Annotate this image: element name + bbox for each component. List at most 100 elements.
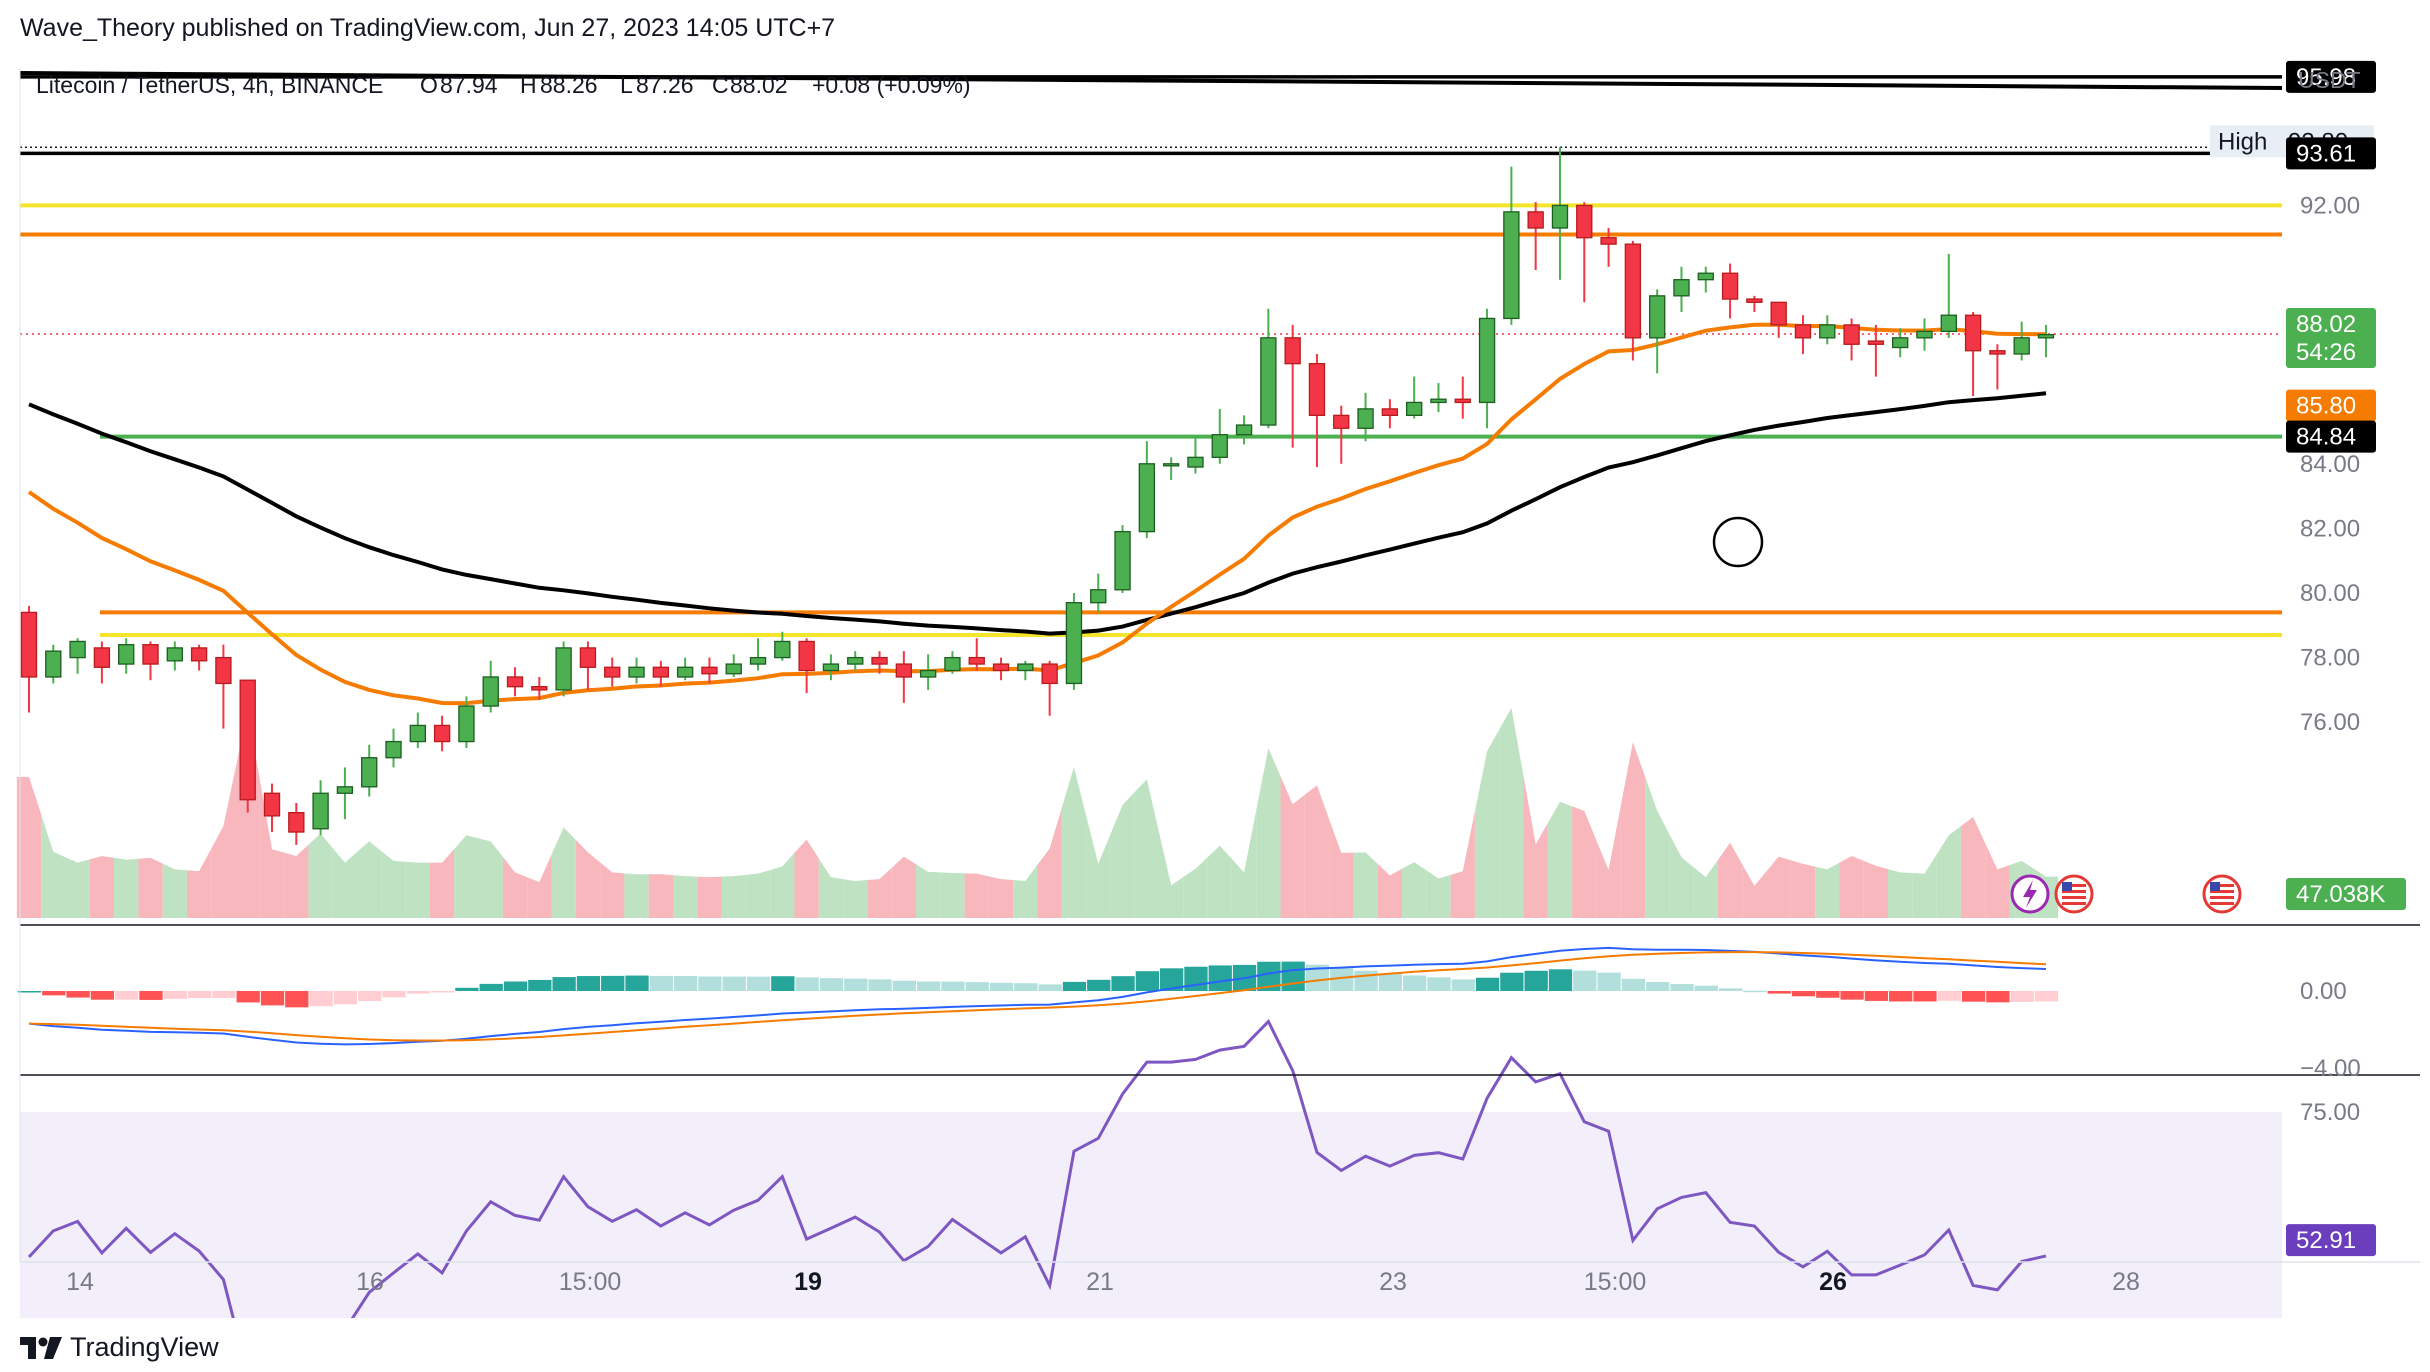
time-tick-label: 14 <box>66 1268 94 1296</box>
volume-segment <box>527 854 552 918</box>
volume-segment <box>1936 826 1961 918</box>
macd-histogram-bar <box>1597 972 1621 991</box>
macd-histogram-bar <box>1889 991 1913 1002</box>
macd-histogram-bar <box>1111 976 1135 991</box>
volume-segment <box>1256 748 1281 918</box>
tradingview-logo-icon <box>20 1336 62 1359</box>
volume-segment <box>1426 870 1451 918</box>
candle-body <box>1964 314 1982 352</box>
macd-histogram-bar <box>1791 991 1816 997</box>
candle-body <box>1162 463 1180 467</box>
macd-histogram-bar <box>1573 970 1597 991</box>
price-tag <box>2286 389 2376 422</box>
volume-segment <box>1499 708 1524 918</box>
macd-histogram-bar <box>212 991 236 999</box>
volume-segment <box>1280 776 1305 918</box>
price-chart[interactable]: 92.00 84.00 82.00 80.00 78.00 76.00 0.00 −4.00 7… <box>0 0 2430 1318</box>
volume-segment <box>1863 860 1889 918</box>
macd-histogram-bar <box>1548 969 1573 991</box>
time-tick-label: 23 <box>1379 1268 1407 1296</box>
candle-body <box>69 640 86 659</box>
macd-histogram-bar <box>601 975 625 991</box>
candle-body <box>1041 663 1058 685</box>
macd-histogram-bar <box>260 991 285 1006</box>
volume-segment <box>1231 810 1257 918</box>
macd-histogram-bar <box>503 981 528 991</box>
macd-histogram-bar <box>236 991 260 1003</box>
legend-high: 88.26 <box>540 72 598 98</box>
candle-body <box>239 679 256 801</box>
macd-histogram-bar <box>1062 981 1087 991</box>
candle-body <box>1940 314 1957 333</box>
legend-symbol: Litecoin / TetherUS, 4h, BINANCE <box>36 72 383 98</box>
us-flag-icon[interactable] <box>2202 874 2242 914</box>
volume-segment <box>1547 801 1573 918</box>
volume-segment <box>867 867 892 918</box>
price-tag-value: 52.91 <box>2296 1227 2356 1254</box>
candle-body <box>604 666 621 678</box>
resistance-trendline <box>19 71 2283 90</box>
candle-body <box>1381 408 1399 417</box>
candle-body <box>1794 324 1812 339</box>
candles <box>20 147 2055 845</box>
us-flag-icon[interactable] <box>2054 874 2094 914</box>
candle-body <box>93 647 111 668</box>
macd-histogram-bar <box>382 991 406 998</box>
volume-segment <box>843 879 868 918</box>
macd-pane <box>17 946 2059 1046</box>
price-tags: 95.98High93.8093.6188.0254:2685.8084.844… <box>2210 60 2406 1257</box>
candle-body <box>1673 279 1690 297</box>
price-tag-value: 84.84 <box>2296 424 2356 451</box>
candle-body <box>774 640 791 659</box>
candle-body <box>1843 324 1860 345</box>
volume-segment <box>1474 729 1500 918</box>
price-tick-label: 92.00 <box>2300 192 2360 219</box>
candle-body <box>1114 530 1131 591</box>
candle-body <box>2037 333 2055 339</box>
tradingview-logo[interactable]: TradingView <box>20 1332 219 1363</box>
candle-body <box>968 656 985 665</box>
macd-histogram-bar <box>1281 961 1305 991</box>
macd-histogram-bar <box>1767 991 1791 994</box>
macd-histogram-bar <box>309 991 333 1007</box>
rsi-tick-label: 75.00 <box>2300 1099 2360 1126</box>
candle-body <box>1357 408 1374 429</box>
candle-body <box>458 705 475 743</box>
macd-histogram-bar <box>1135 971 1160 991</box>
candle-body <box>1697 272 1714 281</box>
volume-segment <box>1377 863 1403 918</box>
macd-histogram-bar <box>1330 968 1354 991</box>
macd-histogram-bar <box>1038 984 1062 991</box>
lightning-icon[interactable] <box>2010 874 2050 914</box>
price-tag <box>2286 137 2376 170</box>
legend-change: +0.08 (+0.09%) <box>812 72 971 98</box>
countdown-timer: 54:26 <box>2296 339 2356 366</box>
macd-histogram-bar <box>746 976 771 991</box>
time-axis: 14 16 15:00 19 21 23 15:00 26 28 <box>66 1268 2140 1296</box>
volume-segment <box>1013 864 1038 918</box>
macd-histogram-bar <box>1305 964 1330 991</box>
price-tag <box>2286 878 2406 910</box>
volume-segment <box>478 838 503 918</box>
price-axis: 92.00 84.00 82.00 80.00 78.00 76.00 0.00 −4.00 7… <box>2300 192 2361 1126</box>
volume-segment <box>891 856 916 918</box>
candle-body <box>409 724 427 743</box>
candle-body <box>1989 350 2006 355</box>
volume-segment <box>16 776 42 918</box>
macd-signal-line <box>28 951 2047 1042</box>
volume-segment <box>1110 792 1135 918</box>
candle-body <box>1430 398 1447 404</box>
macd-histogram-bar <box>941 981 965 991</box>
price-tag <box>2286 420 2376 453</box>
volume-segment <box>284 844 309 918</box>
candle-body <box>701 666 718 675</box>
legend-open-label: O <box>420 72 438 98</box>
legend-high-label: H <box>520 72 537 98</box>
candle-body <box>1892 337 1909 349</box>
candle-body <box>1770 301 1787 326</box>
volume-segment <box>308 833 333 918</box>
volume-segment <box>794 839 819 918</box>
volume-segment <box>1960 817 1986 918</box>
candle-body <box>822 663 840 672</box>
currency-label: USDT <box>2298 67 2361 93</box>
